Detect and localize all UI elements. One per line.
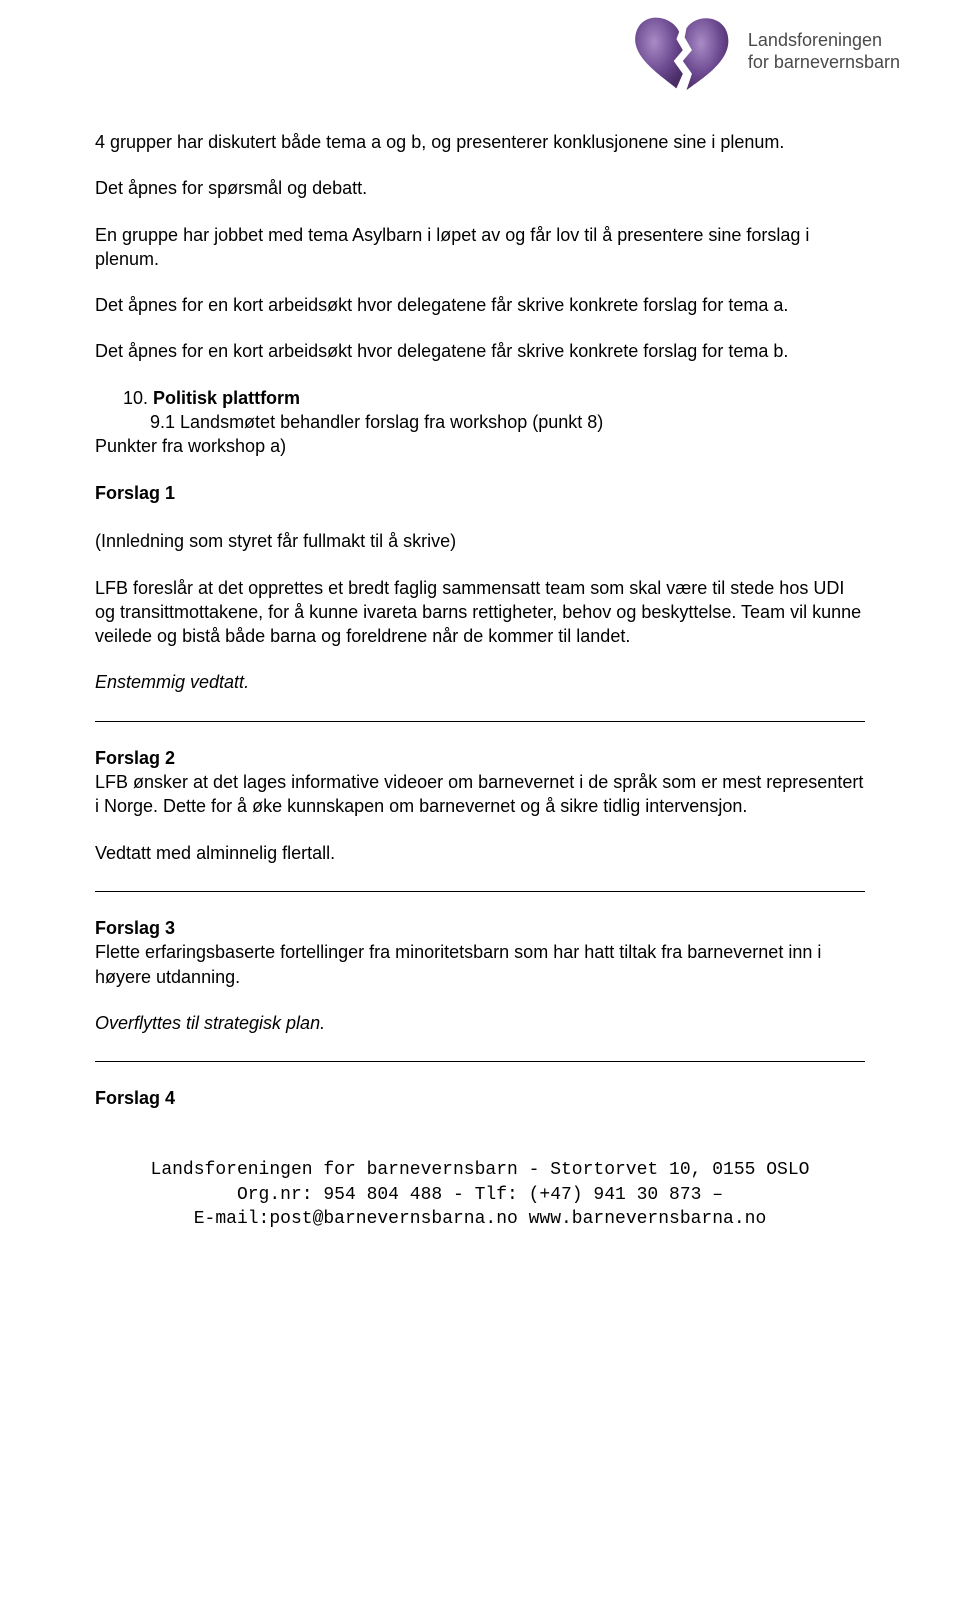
- forslag-title: Forslag 2: [95, 746, 865, 770]
- paragraph: En gruppe har jobbet med tema Asylbarn i…: [95, 223, 865, 272]
- footer-line: E-mail:post@barnevernsbarna.no www.barne…: [95, 1207, 865, 1231]
- document-page: Landsforeningen for barnevernsbarn 4 gru…: [0, 0, 960, 1271]
- paragraph: LFB foreslår at det opprettes et bredt f…: [95, 576, 865, 649]
- footer-line: Org.nr: 954 804 488 - Tlf: (+47) 941 30 …: [95, 1183, 865, 1207]
- vedtak: Enstemmig vedtatt.: [95, 670, 865, 694]
- section-title: Politisk plattform: [153, 388, 300, 408]
- section-number: 10.: [123, 388, 148, 408]
- divider: [95, 1061, 865, 1062]
- paragraph: Punkter fra workshop a): [95, 434, 865, 458]
- broken-heart-logo-icon: [626, 10, 736, 92]
- org-name-line1: Landsforeningen: [748, 29, 900, 52]
- vedtak: Vedtatt med alminnelig flertall.: [95, 841, 865, 865]
- paragraph: LFB ønsker at det lages informative vide…: [95, 770, 865, 819]
- vedtak: Overflyttes til strategisk plan.: [95, 1011, 865, 1035]
- paragraph: 4 grupper har diskutert både tema a og b…: [95, 130, 865, 154]
- divider: [95, 721, 865, 722]
- footer-line: Landsforeningen for barnevernsbarn - Sto…: [95, 1158, 865, 1182]
- paragraph: Flette erfaringsbaserte fortellinger fra…: [95, 940, 865, 989]
- org-name-line2: for barnevernsbarn: [748, 51, 900, 74]
- paragraph: (Innledning som styret får fullmakt til …: [95, 529, 865, 553]
- forslag-title: Forslag 1: [95, 481, 865, 505]
- paragraph: Det åpnes for en kort arbeidsøkt hvor de…: [95, 293, 865, 317]
- paragraph: Det åpnes for en kort arbeidsøkt hvor de…: [95, 339, 865, 363]
- document-body: 4 grupper har diskutert både tema a og b…: [95, 25, 865, 1231]
- org-name: Landsforeningen for barnevernsbarn: [748, 29, 900, 74]
- section-heading: 10. Politisk plattform: [123, 386, 865, 410]
- forslag-title: Forslag 3: [95, 916, 865, 940]
- forslag-title: Forslag 4: [95, 1086, 865, 1110]
- page-header: Landsforeningen for barnevernsbarn: [626, 10, 900, 92]
- paragraph: Det åpnes for spørsmål og debatt.: [95, 176, 865, 200]
- subsection: 9.1 Landsmøtet behandler forslag fra wor…: [150, 410, 865, 434]
- page-footer: Landsforeningen for barnevernsbarn - Sto…: [95, 1158, 865, 1231]
- divider: [95, 891, 865, 892]
